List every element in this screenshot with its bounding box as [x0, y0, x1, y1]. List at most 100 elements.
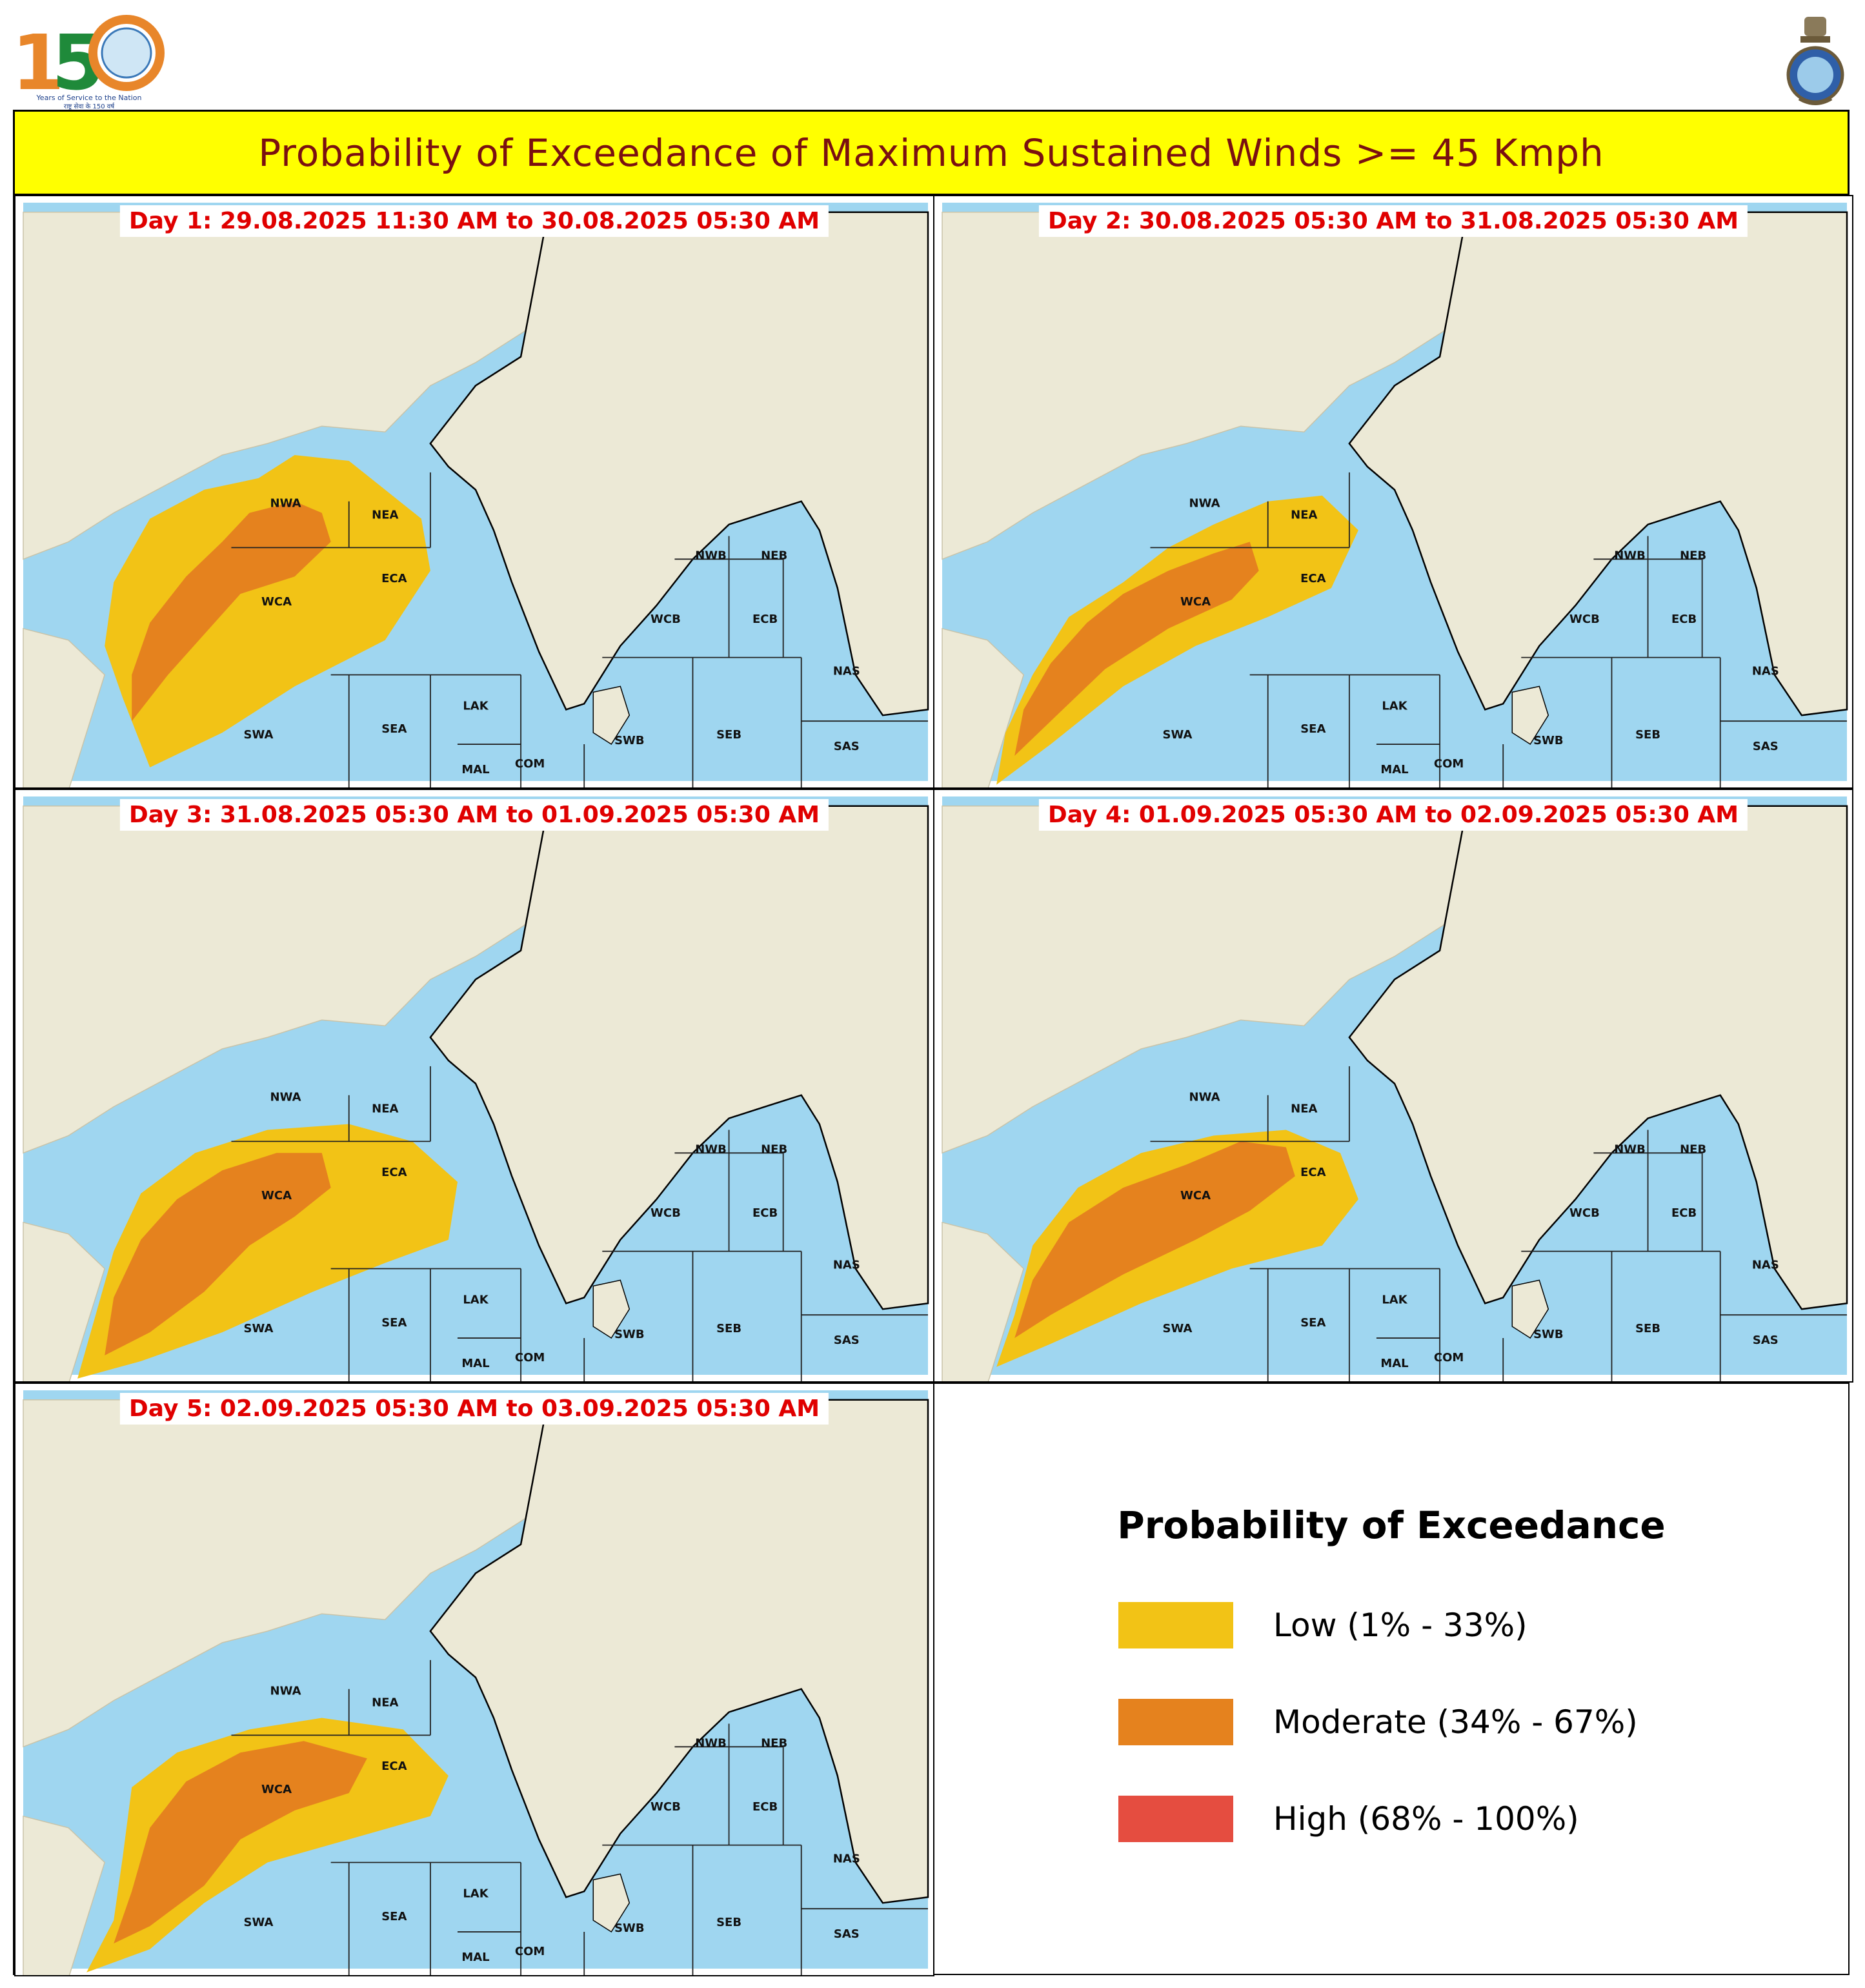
region-label-sas: SAS	[834, 740, 860, 753]
region-label-neb: NEB	[761, 1736, 787, 1750]
sri-lanka-landmass	[1511, 1279, 1549, 1339]
legend-label-high: High (68% - 100%)	[1273, 1800, 1579, 1838]
map-svg: NWA NEA ECA WCA SWA SEA LAK MAL COM SWB SEB WCB ECB N…	[942, 203, 1848, 787]
region-label-seb: SEB	[1635, 1322, 1660, 1335]
region-label-lak: LAK	[1382, 1293, 1407, 1306]
region-label-sas: SAS	[1753, 740, 1779, 753]
region-label-nas: NAS	[833, 1852, 860, 1866]
region-label-swa: SWA	[1163, 1322, 1193, 1335]
landmass	[23, 627, 106, 787]
region-label-swb: SWB	[1533, 734, 1564, 747]
panel-day-label: Day 1: 29.08.2025 11:30 AM to 30.08.2025…	[119, 205, 829, 237]
region-label-sea: SEA	[381, 1910, 407, 1923]
panel-day-label: Day 2: 30.08.2025 05:30 AM to 31.08.2025…	[1038, 205, 1748, 237]
region-label-eca: ECA	[1300, 572, 1326, 585]
logo-digit-1: 1	[12, 18, 65, 107]
region-label-wca: WCA	[1180, 1189, 1211, 1202]
region-label-com: COM	[1434, 1351, 1464, 1364]
region-label-mal: MAL	[461, 1357, 489, 1370]
legend-item-moderate: Moderate (34% - 67%)	[1118, 1699, 1638, 1745]
region-label-wca: WCA	[1180, 595, 1211, 609]
region-label-lak: LAK	[463, 1887, 489, 1900]
region-label-lak: LAK	[463, 699, 489, 713]
region-label-sas: SAS	[1753, 1334, 1779, 1347]
legend-panel: Probability of Exceedance Low (1% - 33%)…	[933, 1383, 1850, 1975]
region-label-com: COM	[1434, 757, 1464, 771]
region-label-seb: SEB	[716, 1322, 741, 1335]
region-label-nas: NAS	[1752, 1259, 1779, 1272]
panel-day-label: Day 4: 01.09.2025 05:30 AM to 02.09.2025…	[1038, 799, 1748, 831]
region-label-wcb: WCB	[650, 1800, 681, 1814]
region-label-neb: NEB	[761, 1142, 787, 1156]
region-label-ecb: ECB	[752, 1800, 778, 1814]
logo-ring-icon	[88, 15, 165, 91]
region-label-com: COM	[515, 1945, 545, 1958]
region-label-nea: NEA	[372, 509, 398, 522]
region-label-com: COM	[515, 1351, 545, 1364]
legend-item-low: Low (1% - 33%)	[1118, 1602, 1527, 1648]
region-label-nea: NEA	[372, 1102, 398, 1116]
region-label-swa: SWA	[244, 728, 274, 742]
imd-150-years-logo: 1 5 Years of Service to the Nation राष्ट…	[12, 15, 165, 110]
region-label-eca: ECA	[1300, 1166, 1326, 1179]
region-label-nwb: NWB	[695, 1736, 727, 1750]
region-label-neb: NEB	[1680, 1142, 1706, 1156]
probability-area-low	[86, 1718, 449, 1973]
region-label-sas: SAS	[834, 1927, 860, 1941]
government-emblem-icon	[1786, 17, 1844, 105]
sri-lanka-landmass	[592, 685, 630, 746]
legend-label-moderate: Moderate (34% - 67%)	[1273, 1703, 1638, 1741]
logo-tagline-hindi: राष्ट्र सेवा के 150 वर्ष	[64, 103, 115, 110]
region-label-nea: NEA	[372, 1696, 398, 1710]
region-label-mal: MAL	[461, 763, 489, 776]
region-label-swa: SWA	[244, 1322, 274, 1335]
region-label-nwa: NWA	[270, 1091, 301, 1104]
map-svg: NWA NEA ECA WCA SWA SEA LAK MAL COM SWB SEB WCB ECB N…	[23, 796, 929, 1381]
region-label-ecb: ECB	[1671, 613, 1697, 626]
region-label-sea: SEA	[1300, 722, 1326, 736]
region-label-nwa: NWA	[270, 497, 301, 511]
legend-title: Probability of Exceedance	[1117, 1503, 1666, 1547]
region-label-swb: SWB	[614, 1922, 645, 1935]
probability-area-moderate	[1014, 542, 1259, 756]
region-label-ecb: ECB	[752, 1206, 778, 1220]
region-label-wcb: WCB	[1569, 1206, 1600, 1220]
probability-area-low	[996, 495, 1358, 785]
region-label-swb: SWB	[1533, 1328, 1564, 1341]
region-label-seb: SEB	[716, 1916, 741, 1929]
region-label-sea: SEA	[381, 722, 407, 736]
region-label-sea: SEA	[1300, 1316, 1326, 1330]
legend-item-high: High (68% - 100%)	[1118, 1796, 1579, 1842]
region-label-nas: NAS	[833, 665, 860, 678]
landmass	[1348, 211, 1848, 716]
probability-area-moderate	[1014, 1141, 1295, 1338]
panel-day-label: Day 5: 02.09.2025 05:30 AM to 03.09.2025…	[119, 1393, 829, 1425]
region-label-mal: MAL	[1380, 1357, 1408, 1370]
legend-swatch-low	[1118, 1602, 1233, 1648]
region-label-wca: WCA	[261, 1189, 292, 1202]
map-svg: NWA NEA ECA WCA SWA SEA LAK MAL COM SWB SEB WCB ECB N…	[23, 203, 929, 787]
logo-tagline: Years of Service to the Nation	[36, 94, 142, 102]
probability-area-moderate	[132, 501, 331, 722]
region-label-nwb: NWB	[695, 549, 727, 562]
landmass	[23, 1221, 106, 1381]
region-label-swa: SWA	[1163, 728, 1193, 742]
region-label-sas: SAS	[834, 1334, 860, 1347]
legend-label-low: Low (1% - 33%)	[1273, 1607, 1527, 1644]
region-label-eca: ECA	[381, 572, 407, 585]
region-label-ecb: ECB	[1671, 1206, 1697, 1220]
region-label-nwa: NWA	[270, 1685, 301, 1698]
landmass	[23, 1815, 106, 1975]
region-label-eca: ECA	[381, 1760, 407, 1773]
legend-swatch-moderate	[1118, 1699, 1233, 1745]
region-label-nea: NEA	[1291, 509, 1317, 522]
region-label-nas: NAS	[833, 1259, 860, 1272]
region-label-seb: SEB	[716, 728, 741, 742]
map-panel-day-1: NWA NEA ECA WCA SWA SEA LAK MAL COM SWB SEB WCB ECB N…	[14, 195, 934, 789]
region-label-nwb: NWB	[1614, 549, 1646, 562]
panel-day-label: Day 3: 31.08.2025 05:30 AM to 01.09.2025…	[119, 799, 829, 831]
region-label-swa: SWA	[244, 1916, 274, 1929]
probability-area-moderate	[105, 1153, 331, 1355]
page-title: Probability of Exceedance of Maximum Sus…	[258, 130, 1604, 175]
region-label-mal: MAL	[1380, 763, 1408, 776]
